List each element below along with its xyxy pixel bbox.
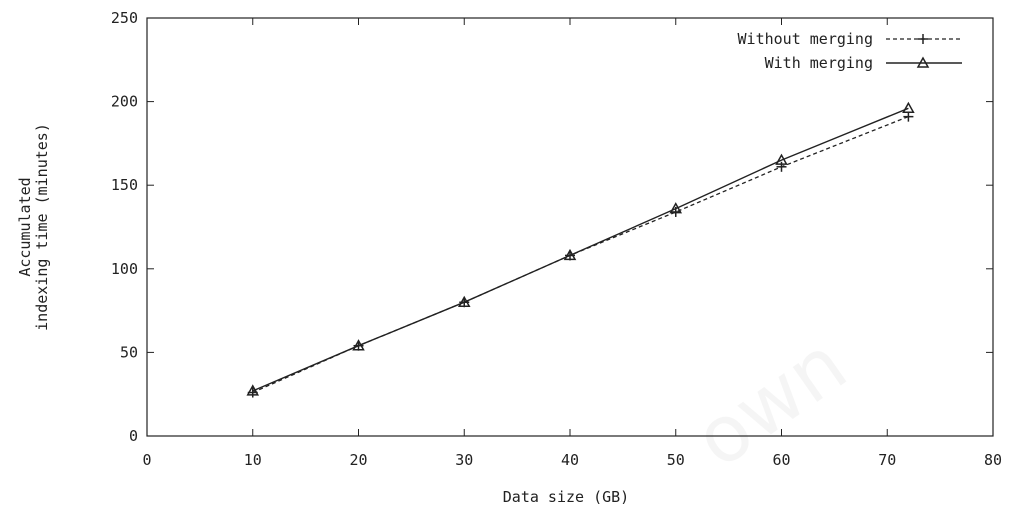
series-with-merging <box>246 101 915 396</box>
x-tick-label: 40 <box>561 451 579 469</box>
data-point-with-merging <box>563 248 577 261</box>
x-axis: 0 10 20 30 40 50 60 70 80 <box>142 18 1002 469</box>
x-tick-label: 20 <box>349 451 367 469</box>
data-point-with-merging <box>246 384 260 396</box>
legend-marker-without-merging <box>918 34 928 44</box>
y-tick-label: 50 <box>120 343 138 361</box>
y-tick-label: 0 <box>129 427 138 445</box>
data-point-with-merging <box>902 101 915 114</box>
x-tick-label: 0 <box>142 451 151 469</box>
y-axis-label-line-1: Accumulated <box>16 177 34 276</box>
y-axis-label: Accumulated indexing time (minutes) <box>16 123 51 331</box>
y-tick-label: 250 <box>111 9 138 27</box>
data-point-with-merging <box>669 202 683 214</box>
x-tick-label: 50 <box>667 451 685 469</box>
x-tick-label: 30 <box>455 451 473 469</box>
y-tick-label: 200 <box>111 93 138 111</box>
legend-label-with-merging: With merging <box>765 54 873 72</box>
data-point-without-merging <box>776 161 787 172</box>
data-point-with-merging <box>775 153 788 165</box>
x-axis-label: Data size (GB) <box>503 488 629 506</box>
watermark: own <box>679 320 862 486</box>
y-tick-label: 100 <box>111 260 138 278</box>
legend-label-without-merging: Without merging <box>738 30 873 48</box>
series-layer <box>246 101 915 398</box>
x-tick-label: 10 <box>244 451 262 469</box>
x-tick-label: 70 <box>878 451 896 469</box>
data-point-with-merging <box>457 295 471 307</box>
data-point-without-merging <box>903 111 914 122</box>
legend-entry-without-merging: Without merging <box>738 30 962 48</box>
legend: Without merging With merging <box>738 30 962 72</box>
y-axis: 0 50 100 150 200 250 <box>111 9 993 445</box>
data-point-with-merging <box>352 339 365 351</box>
legend-entry-with-merging: With merging <box>765 54 962 72</box>
y-tick-label: 150 <box>111 176 138 194</box>
y-axis-label-line-2: indexing time (minutes) <box>33 123 51 331</box>
legend-marker-with-merging <box>916 56 930 68</box>
x-tick-label: 60 <box>772 451 790 469</box>
x-tick-label: 80 <box>984 451 1002 469</box>
plot-frame <box>146 17 994 437</box>
series-line-with-merging <box>252 107 909 392</box>
